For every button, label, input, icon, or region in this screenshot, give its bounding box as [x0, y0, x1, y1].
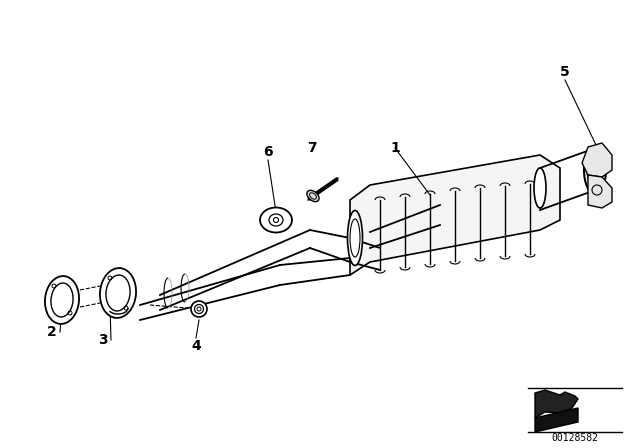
- Text: 00128582: 00128582: [552, 433, 598, 443]
- Polygon shape: [588, 175, 612, 208]
- Ellipse shape: [100, 268, 136, 318]
- Ellipse shape: [307, 190, 319, 202]
- Ellipse shape: [45, 276, 79, 324]
- Ellipse shape: [534, 168, 546, 208]
- Text: 6: 6: [263, 145, 273, 159]
- Text: 7: 7: [307, 141, 317, 155]
- Ellipse shape: [191, 301, 207, 317]
- Ellipse shape: [348, 211, 362, 266]
- Text: 3: 3: [98, 333, 108, 347]
- Text: 5: 5: [560, 65, 570, 79]
- Polygon shape: [535, 408, 578, 432]
- Text: 1: 1: [390, 141, 400, 155]
- Text: 2: 2: [47, 325, 57, 339]
- Polygon shape: [535, 390, 578, 418]
- Text: 4: 4: [191, 339, 201, 353]
- Ellipse shape: [584, 146, 606, 194]
- Ellipse shape: [260, 207, 292, 233]
- Polygon shape: [350, 155, 560, 275]
- Polygon shape: [582, 143, 612, 177]
